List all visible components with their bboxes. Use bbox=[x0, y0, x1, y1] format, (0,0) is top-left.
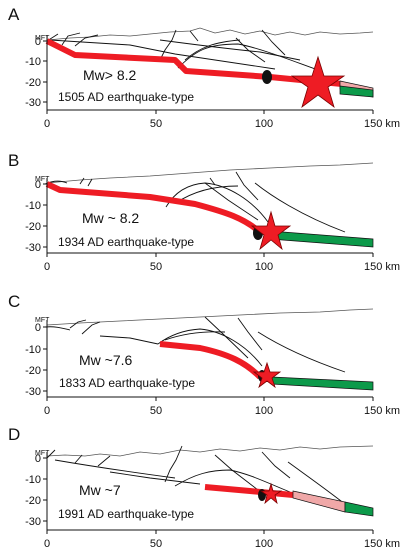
transition-zone bbox=[292, 490, 346, 513]
topography-line bbox=[46, 308, 374, 326]
panel-label: D bbox=[8, 425, 20, 444]
x-tick-label: 50 bbox=[150, 118, 162, 130]
y-tick-label: -20 bbox=[25, 77, 41, 89]
x-tick-label: 150 km bbox=[364, 538, 400, 550]
magnitude-label: Mw ~7 bbox=[79, 482, 121, 498]
panel-label: B bbox=[8, 151, 19, 170]
x-tick-label: 0 bbox=[44, 261, 50, 273]
x-tick-label: 0 bbox=[44, 405, 50, 417]
topography-line bbox=[46, 445, 374, 457]
y-tick-label: -10 bbox=[25, 56, 41, 68]
y-tick-label: -10 bbox=[25, 344, 41, 356]
y-tick-label: -20 bbox=[25, 221, 41, 233]
event-label: 1991 AD earthquake-type bbox=[58, 507, 194, 521]
y-tick-label: -20 bbox=[25, 495, 41, 507]
x-tick-label: 150 km bbox=[364, 405, 400, 417]
y-tick-label: -30 bbox=[25, 97, 41, 109]
x-tick-label: 100 bbox=[255, 118, 273, 130]
y-tick-label: -20 bbox=[25, 365, 41, 377]
y-tick-label: 0 bbox=[35, 36, 41, 48]
event-label: 1833 AD earthquake-type bbox=[59, 376, 195, 390]
x-tick-label: 0 bbox=[44, 538, 50, 550]
panel-c: C 0 -10 -20 -30 0 bbox=[8, 292, 400, 417]
y-axis-ticks: 0 -10 -20 -30 bbox=[25, 453, 47, 528]
x-axis-ticks: 0 50 100 150 km bbox=[44, 530, 400, 550]
x-tick-label: 100 bbox=[255, 405, 273, 417]
y-tick-label: -10 bbox=[25, 474, 41, 486]
hypocenter-star bbox=[252, 361, 282, 389]
creep-zone bbox=[344, 501, 374, 517]
topography-line bbox=[46, 162, 374, 184]
x-tick-label: 100 bbox=[255, 538, 273, 550]
y-axis-ticks: 0 -10 -20 -30 bbox=[25, 179, 47, 254]
x-tick-label: 0 bbox=[44, 118, 50, 130]
hypocenter-star bbox=[250, 210, 292, 251]
topography-line bbox=[46, 27, 374, 41]
thrust-faults bbox=[44, 171, 346, 233]
panel-label: A bbox=[8, 5, 20, 24]
fault-label-mft: MFT bbox=[35, 450, 50, 457]
x-tick-label: 50 bbox=[150, 261, 162, 273]
magnitude-label: Mw> 8.2 bbox=[83, 67, 137, 83]
creep-zone bbox=[339, 85, 374, 98]
x-tick-label: 50 bbox=[150, 538, 162, 550]
y-tick-label: -30 bbox=[25, 516, 41, 528]
magnitude-label: Mw ~7.6 bbox=[79, 352, 133, 368]
panel-a: A 0 -10 -20 -30 bbox=[8, 5, 400, 130]
fault-label-mft: MFT bbox=[35, 35, 50, 42]
hypocenter-star bbox=[259, 482, 283, 505]
y-tick-label: -10 bbox=[25, 200, 41, 212]
fault-label-mft: MFT bbox=[35, 317, 50, 324]
panel-d: D 0 -10 -20 -30 bbox=[8, 425, 400, 550]
y-tick-label: 0 bbox=[35, 453, 41, 465]
y-tick-label: -30 bbox=[25, 242, 41, 254]
panel-b: B 0 -10 -20 -30 0 bbox=[8, 151, 400, 273]
x-tick-label: 150 km bbox=[364, 261, 400, 273]
x-axis-ticks: 0 50 100 150 km bbox=[44, 253, 400, 273]
y-tick-label: 0 bbox=[35, 179, 41, 191]
creep-zone bbox=[269, 230, 374, 248]
x-tick-label: 150 km bbox=[364, 118, 400, 130]
x-tick-label: 50 bbox=[150, 405, 162, 417]
creep-zone bbox=[271, 376, 374, 391]
y-tick-label: -30 bbox=[25, 386, 41, 398]
thrust-faults bbox=[44, 316, 346, 373]
magnitude-label: Mw ~ 8.2 bbox=[82, 210, 139, 226]
rupture-segment bbox=[45, 181, 265, 237]
y-tick-label: 0 bbox=[35, 322, 41, 334]
event-label: 1505 AD earthquake-type bbox=[58, 90, 194, 104]
thrust-faults bbox=[46, 29, 319, 71]
x-axis-ticks: 0 50 100 150 km bbox=[44, 397, 400, 417]
y-axis-ticks: 0 -10 -20 -30 bbox=[25, 36, 47, 109]
rupture-segment bbox=[45, 38, 343, 87]
rupture-segment bbox=[204, 484, 294, 498]
x-tick-label: 100 bbox=[255, 261, 273, 273]
panel-label: C bbox=[8, 292, 20, 311]
event-label: 1934 AD earthquake-type bbox=[58, 235, 194, 249]
y-axis-ticks: 0 -10 -20 -30 bbox=[25, 322, 47, 398]
x-axis-ticks: 0 50 100 150 km bbox=[44, 110, 400, 130]
aftershock-marker bbox=[262, 70, 272, 84]
hypocenter-star bbox=[290, 55, 346, 109]
fault-label-mft: MFT bbox=[35, 176, 50, 183]
